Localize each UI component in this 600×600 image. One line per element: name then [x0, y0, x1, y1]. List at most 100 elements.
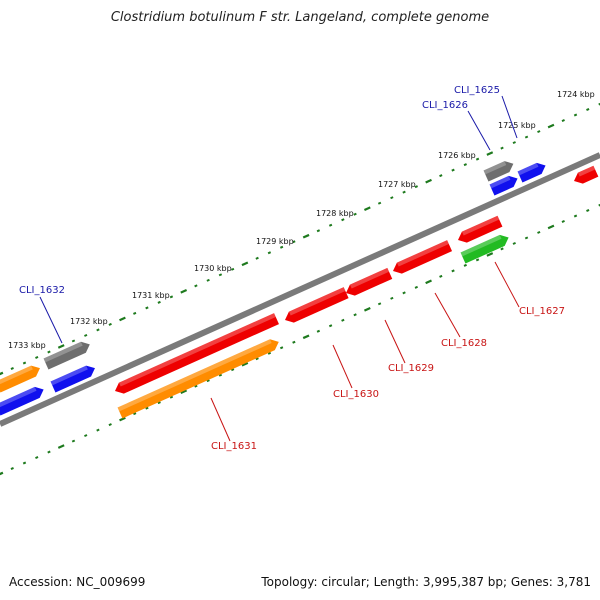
major-tick [486, 151, 494, 156]
minor-tick [451, 269, 455, 273]
minor-tick [524, 236, 529, 240]
minor-tick [328, 324, 333, 328]
gene-feature-green[interactable] [460, 232, 512, 264]
kbp-label: 1730 kbp [194, 264, 232, 273]
minor-tick [157, 401, 161, 405]
minor-tick [316, 229, 321, 233]
major-tick [486, 252, 494, 257]
gene-label-cli-1632[interactable]: CLI_1632 [19, 285, 65, 296]
major-tick [57, 444, 65, 449]
minor-tick [96, 328, 100, 332]
major-tick [241, 261, 249, 267]
minor-tick [279, 346, 284, 350]
gene-label-cli-1628[interactable]: CLI_1628 [441, 338, 487, 349]
gene-feature-blue[interactable] [489, 173, 520, 196]
gene-feature-red[interactable] [572, 165, 599, 187]
label-leader-line [384, 319, 406, 364]
minor-tick [402, 190, 406, 194]
label-leader-line [434, 292, 461, 338]
minor-tick [475, 157, 480, 161]
minor-tick [194, 384, 198, 388]
major-tick [363, 206, 371, 212]
minor-tick [84, 434, 88, 438]
minor-tick [133, 412, 137, 416]
minor-tick [512, 241, 516, 245]
major-tick [180, 389, 188, 394]
minor-tick [71, 339, 76, 343]
minor-tick [145, 306, 149, 310]
minor-tick [145, 406, 149, 410]
minor-tick [377, 201, 382, 205]
minor-tick [537, 130, 541, 134]
label-leader-line [39, 296, 63, 344]
minor-tick [537, 230, 541, 234]
gene-labels: CLI_1625 CLI_1626 CLI_1627 CLI_1628 CLI_1629… [19, 85, 565, 452]
major-tick [302, 233, 310, 239]
label-leader-line [501, 95, 518, 139]
minor-tick [35, 355, 39, 359]
minor-tick [292, 240, 296, 244]
backbone-line [0, 152, 600, 427]
major-tick [0, 471, 4, 476]
gene-label-cli-1627[interactable]: CLI_1627 [519, 306, 565, 317]
minor-tick [598, 102, 600, 106]
gene-feature-blue[interactable] [0, 384, 46, 416]
label-leader-line [332, 344, 353, 389]
minor-tick [414, 185, 419, 189]
major-tick [0, 371, 4, 376]
gene-feature-red[interactable] [456, 215, 503, 246]
gene-label-cli-1630[interactable]: CLI_1630 [333, 389, 379, 400]
minor-tick [47, 350, 51, 354]
minor-tick [206, 379, 210, 383]
major-tick [425, 178, 432, 184]
gene-features [0, 158, 599, 419]
gene-label-cli-1626[interactable]: CLI_1626 [422, 100, 468, 111]
gene-feature-red[interactable] [283, 287, 349, 325]
minor-tick [255, 357, 259, 361]
minor-tick [206, 278, 210, 282]
minor-tick [133, 311, 137, 315]
minor-tick [10, 467, 14, 470]
gene-feature-red[interactable] [113, 313, 279, 396]
gene-feature-gray[interactable] [43, 339, 93, 370]
minor-tick [414, 285, 419, 289]
gene-feature-blue[interactable] [50, 363, 98, 393]
inner-tick-track [0, 203, 600, 476]
minor-tick [353, 212, 357, 216]
major-tick [547, 224, 555, 230]
minor-tick [169, 295, 174, 299]
minor-tick [512, 141, 516, 145]
label-leader-line [210, 397, 231, 442]
minor-tick [84, 333, 88, 337]
major-tick [363, 306, 371, 312]
kbp-label: 1732 kbp [70, 317, 108, 326]
minor-tick [573, 214, 578, 218]
minor-tick [463, 263, 467, 267]
minor-tick [586, 209, 590, 212]
minor-tick [279, 245, 284, 249]
gene-feature-orange[interactable] [117, 336, 282, 419]
minor-tick [573, 113, 578, 117]
topology-text: Topology: circular; Length: 3,995,387 bp… [261, 575, 591, 589]
gene-feature-red[interactable] [344, 267, 393, 299]
major-tick [425, 279, 432, 285]
kbp-label: 1731 kbp [132, 291, 170, 300]
gene-feature-blue[interactable] [517, 160, 548, 183]
kbp-label: 1733 kbp [8, 341, 46, 350]
minor-tick [108, 322, 112, 326]
minor-tick [316, 329, 321, 333]
gene-feature-red[interactable] [391, 240, 453, 276]
gene-label-cli-1629[interactable]: CLI_1629 [388, 363, 434, 374]
minor-tick [35, 456, 39, 460]
gene-feature-orange[interactable] [0, 363, 42, 393]
kbp-label: 1724 kbp [557, 90, 595, 99]
minor-tick [47, 450, 51, 454]
kbp-label: 1726 kbp [438, 151, 476, 160]
label-leader-line [494, 261, 520, 308]
gene-label-cli-1631[interactable]: CLI_1631 [211, 441, 257, 452]
gene-feature-gray[interactable] [483, 158, 516, 182]
minor-tick [586, 108, 590, 111]
gene-label-cli-1625[interactable]: CLI_1625 [454, 85, 500, 96]
minor-tick [22, 461, 27, 465]
